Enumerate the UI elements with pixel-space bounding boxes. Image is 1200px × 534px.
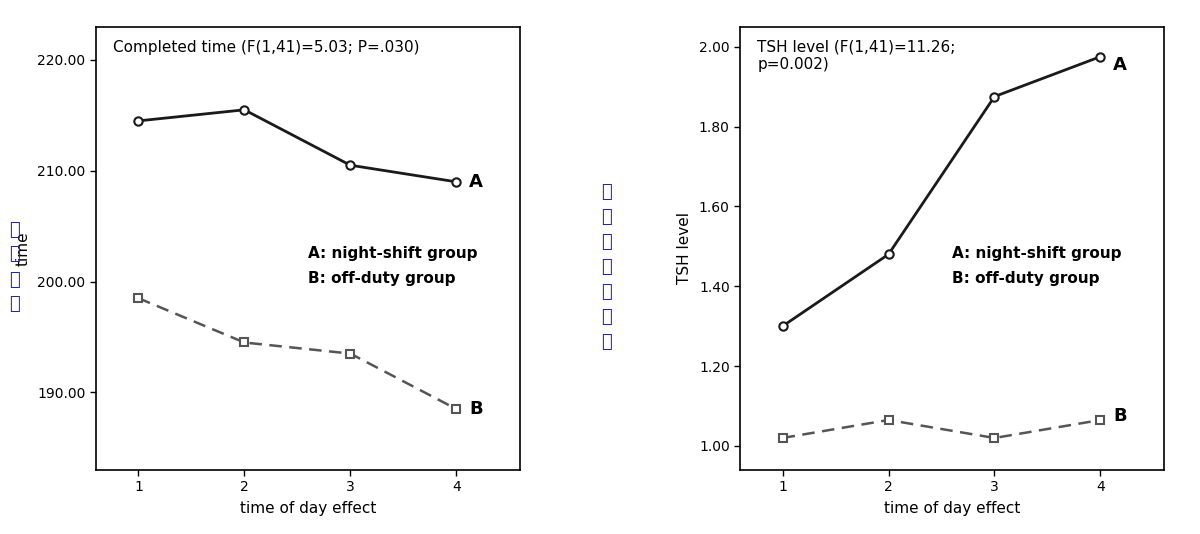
Text: Completed time (F(1,41)=5.03; P=.030): Completed time (F(1,41)=5.03; P=.030)	[113, 40, 420, 55]
X-axis label: time of day effect: time of day effect	[884, 501, 1020, 516]
Text: A: night-shift group
B: off-duty group: A: night-shift group B: off-duty group	[952, 246, 1122, 286]
Text: B: B	[1114, 407, 1127, 425]
Text: A: A	[469, 173, 482, 191]
Y-axis label: time: time	[16, 231, 30, 265]
Y-axis label: TSH level: TSH level	[677, 213, 692, 284]
Text: A: night-shift group
B: off-duty group: A: night-shift group B: off-duty group	[308, 246, 478, 286]
Text: B: B	[469, 400, 482, 418]
Text: A: A	[1114, 56, 1127, 74]
Text: 完
成
時
間: 完 成 時 間	[10, 221, 19, 313]
Text: TSH level (F(1,41)=11.26;
p=0.002): TSH level (F(1,41)=11.26; p=0.002)	[757, 40, 955, 73]
X-axis label: time of day effect: time of day effect	[240, 501, 376, 516]
Text: 甲
狀
腺
激
素
水
平: 甲 狀 腺 激 素 水 平	[601, 183, 611, 351]
